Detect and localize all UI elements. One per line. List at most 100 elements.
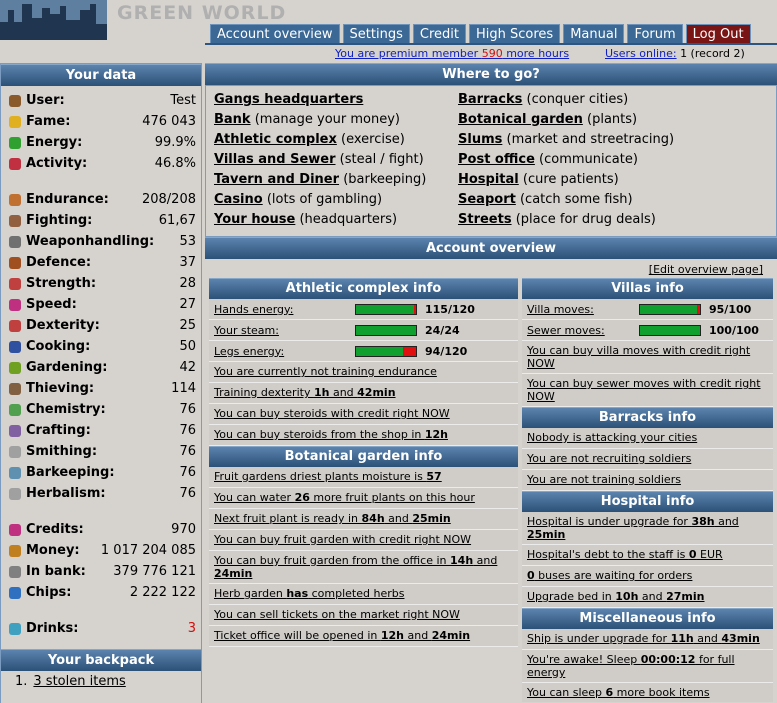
data-row: In bank: 379 776 121 (1, 561, 201, 582)
info-link[interactable]: You can buy fruit garden with credit rig… (214, 533, 471, 546)
place-link[interactable]: Hospital (458, 172, 519, 187)
info-title: Miscellaneous info (522, 608, 773, 629)
info-link[interactable]: Ticket office will be opened in 12h and … (214, 629, 470, 642)
info-link[interactable]: You can sell tickets on the market right… (214, 608, 460, 621)
info-text: You are not training soldiers (527, 473, 681, 486)
info-link[interactable]: Hospital's debt to the staff is 0 EUR (527, 548, 723, 561)
place-link[interactable]: Casino (214, 192, 263, 207)
where-column: Gangs headquarters Bank (manage your mone… (214, 90, 458, 230)
meter-label-wrap: Sewer moves: (527, 324, 639, 337)
info-line: Nobody is attacking your cities (522, 428, 773, 449)
data-value: 37 (179, 255, 196, 270)
info-link[interactable]: Next fruit plant is ready in 84h and 25m… (214, 512, 451, 525)
place-link[interactable]: Bank (214, 112, 251, 127)
data-row: Credits: 970 (1, 519, 201, 540)
info-text: Herb garden (214, 587, 287, 600)
info-link[interactable]: You can sleep 6 more book items (527, 686, 710, 699)
item-link[interactable]: 3 stolen items (33, 674, 126, 689)
info-line: Hospital is under upgrade for 38h and 25… (522, 512, 773, 545)
place-link[interactable]: Seaport (458, 192, 516, 207)
where-row: Streets (place for drug deals) (458, 210, 674, 230)
nav-tab[interactable]: Settings (342, 24, 410, 44)
data-row: Speed: 27 (1, 294, 201, 315)
info-link[interactable]: You can buy steroids from the shop in 12… (214, 428, 448, 441)
info-link[interactable]: Ship is under upgrade for 11h and 43min (527, 632, 760, 645)
data-label-wrap: Fame: (9, 114, 142, 129)
info-link[interactable]: Upgrade bed in 10h and 27min (527, 590, 705, 603)
info-text: You're awake! Sleep (527, 653, 641, 666)
meter-fill (356, 304, 414, 314)
meter-label[interactable]: Your steam: (214, 323, 279, 337)
data-row: Chemistry: 76 (1, 399, 201, 420)
place-desc: (plants) (587, 112, 638, 127)
nav-tab[interactable]: Log Out (685, 24, 751, 44)
data-label: Barkeeping: (26, 465, 115, 480)
info-link[interactable]: You can buy sewer moves with credit righ… (527, 377, 761, 403)
spacer (1, 603, 201, 618)
place-link[interactable]: Tavern and Diner (214, 172, 340, 187)
data-label-wrap: Cooking: (9, 339, 179, 354)
info-link[interactable]: You can buy steroids with credit right N… (214, 407, 450, 420)
info-link[interactable]: Hospital is under upgrade for 38h and 25… (527, 515, 739, 541)
info-link[interactable]: Nobody is attacking your cities (527, 431, 697, 444)
where-row: Casino (lots of gambling) (214, 190, 458, 210)
info-text: Ship is under upgrade for (527, 632, 671, 645)
place-link[interactable]: Athletic complex (214, 132, 337, 147)
info-link[interactable]: You can buy villa moves with credit righ… (527, 344, 750, 370)
info-link[interactable]: You're awake! Sleep 00:00:12 for full en… (527, 653, 735, 679)
nav-tab[interactable]: Credit (412, 24, 466, 44)
info-line: You can buy sewer moves with credit righ… (522, 374, 773, 407)
place-link[interactable]: Post office (458, 152, 535, 167)
info-link[interactable]: You can buy fruit garden from the office… (214, 554, 497, 580)
info-link[interactable]: Training dexterity 1h and 42min (214, 386, 396, 399)
online-link[interactable]: Users online: (605, 47, 677, 60)
info-section: Hospital info Hospital is under upgrade f… (522, 491, 773, 608)
nav-tab[interactable]: Manual (563, 24, 625, 44)
data-label: Gardening: (26, 360, 108, 375)
where-row: Athletic complex (exercise) (214, 130, 458, 150)
data-row: Energy: 99.9% (1, 132, 201, 153)
place-desc: (lots of gambling) (266, 192, 383, 207)
meter-bar (639, 324, 701, 336)
place-link[interactable]: Villas and Sewer (214, 152, 336, 167)
nav-tab[interactable]: High Scores (468, 24, 561, 44)
info-link[interactable]: You are not recruiting soldiers (527, 452, 691, 465)
place-link[interactable]: Botanical garden (458, 112, 583, 127)
meter-value: 100/100 (709, 323, 759, 337)
edit-link[interactable]: [Edit overview page] (648, 263, 763, 276)
meter-label[interactable]: Villa moves: (527, 302, 594, 316)
nav-tab[interactable]: Account overview (210, 24, 340, 44)
data-label: Speed: (26, 297, 77, 312)
info-link[interactable]: 0 buses are waiting for orders (527, 569, 692, 582)
place-link[interactable]: Barracks (458, 92, 523, 107)
overview-columns: Athletic complex info Hands energy: 115/12… (205, 278, 777, 702)
nav-tab[interactable]: Forum (627, 24, 683, 44)
info-title: Villas info (522, 278, 773, 299)
info-text: and (329, 386, 358, 399)
data-label-wrap: Barkeeping: (9, 465, 179, 480)
info-link[interactable]: Fruit gardens driest plants moisture is … (214, 470, 442, 483)
meter-label[interactable]: Legs energy: (214, 344, 285, 358)
info-text: You can sell tickets on the market right… (214, 608, 460, 621)
info-text: and (384, 512, 413, 525)
icon (9, 136, 21, 149)
info-link[interactable]: Herb garden has completed herbs (214, 587, 404, 600)
spacer (1, 174, 201, 189)
meter-bar (639, 303, 701, 315)
place-link[interactable]: Your house (214, 212, 296, 227)
info-link[interactable]: You are not training soldiers (527, 473, 681, 486)
meter-label[interactable]: Hands energy: (214, 302, 294, 316)
info-bold: 43min (721, 632, 760, 645)
info-section: Athletic complex info Hands energy: 115/12… (209, 278, 518, 446)
data-value: 28 (179, 276, 196, 291)
place-link[interactable]: Gangs headquarters (214, 92, 364, 107)
place-link[interactable]: Streets (458, 212, 512, 227)
info-link[interactable]: You can water 26 more fruit plants on th… (214, 491, 475, 504)
info-link[interactable]: You are currently not training endurance (214, 365, 437, 378)
premium-link[interactable]: You are premium member 590 more hours (335, 47, 569, 60)
info-bold: 1h (313, 386, 330, 399)
data-row: Cooking: 50 (1, 336, 201, 357)
meter-label[interactable]: Sewer moves: (527, 323, 605, 337)
place-link[interactable]: Slums (458, 132, 503, 147)
data-label: Herbalism: (26, 486, 106, 501)
